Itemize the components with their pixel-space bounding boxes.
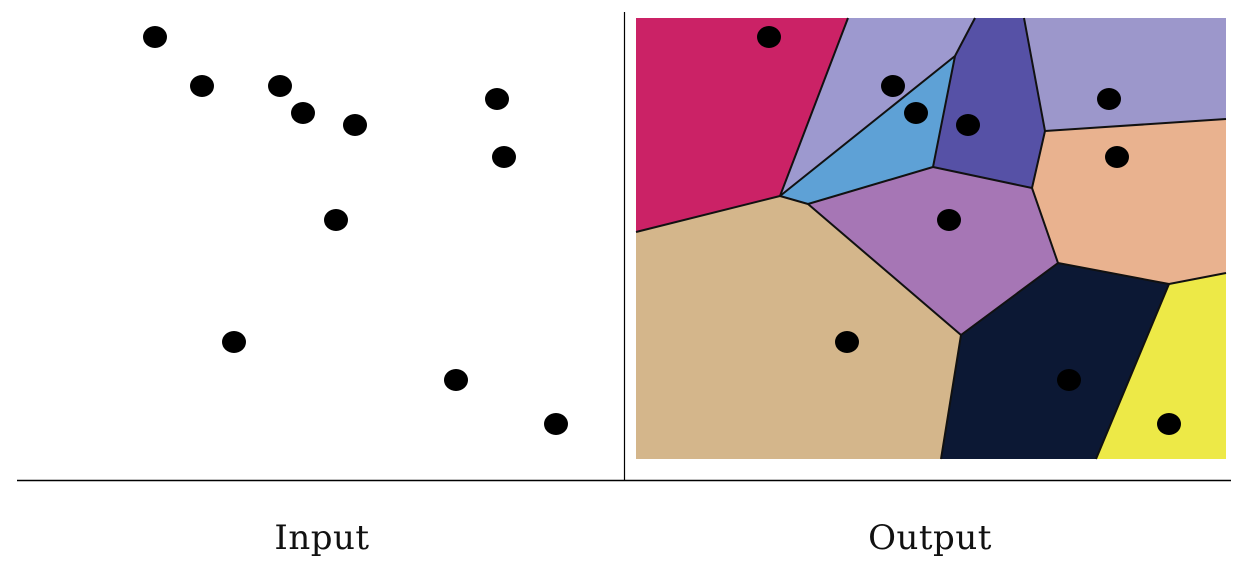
voronoi-edge <box>932 166 1059 336</box>
input-point <box>444 369 468 391</box>
voronoi-region-magenta <box>636 18 848 232</box>
voronoi-edge <box>1095 283 1170 460</box>
input-point <box>143 26 167 48</box>
voronoi-region-peach <box>1032 119 1226 284</box>
output-point <box>1105 146 1129 168</box>
input-point <box>190 75 214 97</box>
input-point <box>544 413 568 435</box>
voronoi-region-tan <box>636 196 961 459</box>
voronoi-diagram <box>636 18 1226 459</box>
voronoi-region-lavender-right <box>1024 18 1226 131</box>
output-point <box>1097 88 1121 110</box>
voronoi-edge <box>779 17 849 197</box>
voronoi-region-yellow <box>1096 273 1226 459</box>
voronoi-region-indigo <box>933 18 1045 188</box>
output-point <box>956 114 980 136</box>
input-point <box>268 75 292 97</box>
output-point <box>757 26 781 48</box>
output-point <box>881 75 905 97</box>
input-points <box>143 26 568 435</box>
voronoi-region-sky-blue <box>780 56 955 204</box>
input-point <box>324 209 348 231</box>
output-point <box>835 331 859 353</box>
output-point <box>1157 413 1181 435</box>
voronoi-region-navy <box>941 263 1169 459</box>
input-point <box>343 114 367 136</box>
voronoi-region-orchid <box>808 167 1058 335</box>
output-point <box>1057 369 1081 391</box>
voronoi-region-lavender-top <box>780 18 975 196</box>
voronoi-edges <box>635 17 1227 460</box>
output-points <box>757 26 1181 435</box>
input-point <box>492 146 516 168</box>
input-point <box>222 331 246 353</box>
voronoi-edge <box>1044 118 1227 132</box>
output-caption: Output <box>868 518 992 558</box>
input-point <box>485 88 509 110</box>
output-point <box>937 209 961 231</box>
input-point <box>291 102 315 124</box>
output-point <box>904 102 928 124</box>
input-caption: Input <box>274 518 370 558</box>
